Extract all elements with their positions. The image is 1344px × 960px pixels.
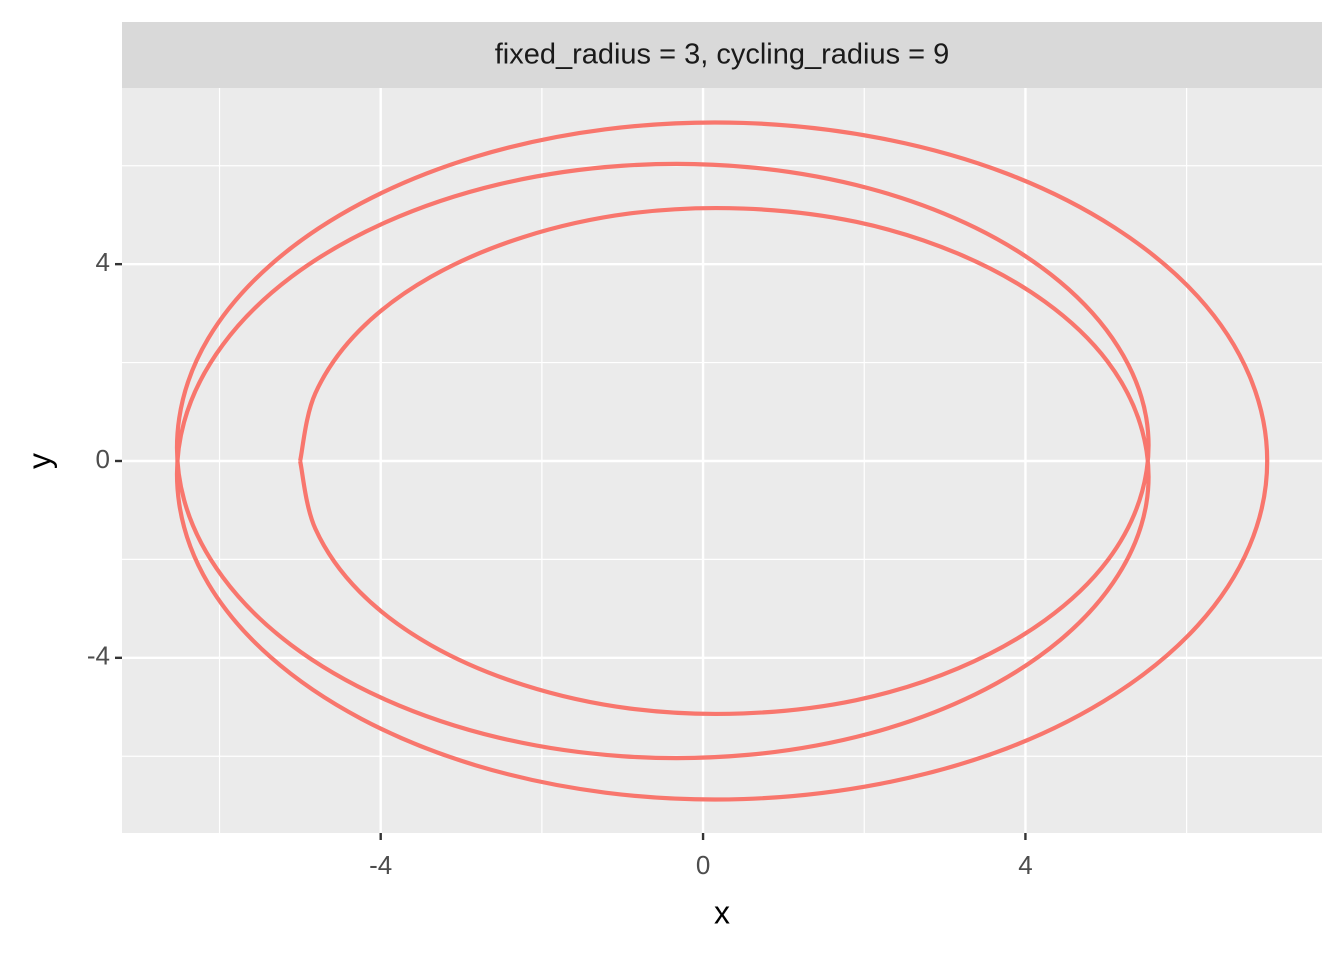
- x-axis-title: x: [714, 894, 730, 930]
- curve: [174, 120, 1270, 802]
- x-tick-label: 0: [696, 850, 710, 880]
- y-tick-label: 0: [96, 444, 110, 474]
- x-tick-label: -4: [369, 850, 392, 880]
- facet-strip: [122, 22, 1322, 88]
- y-axis-title: y: [21, 453, 57, 469]
- facet-label: fixed_radius = 3, cycling_radius = 9: [495, 39, 950, 71]
- y-tick-label: 4: [96, 247, 110, 277]
- y-tick-label: -4: [87, 641, 110, 671]
- x-tick-label: 4: [1018, 850, 1032, 880]
